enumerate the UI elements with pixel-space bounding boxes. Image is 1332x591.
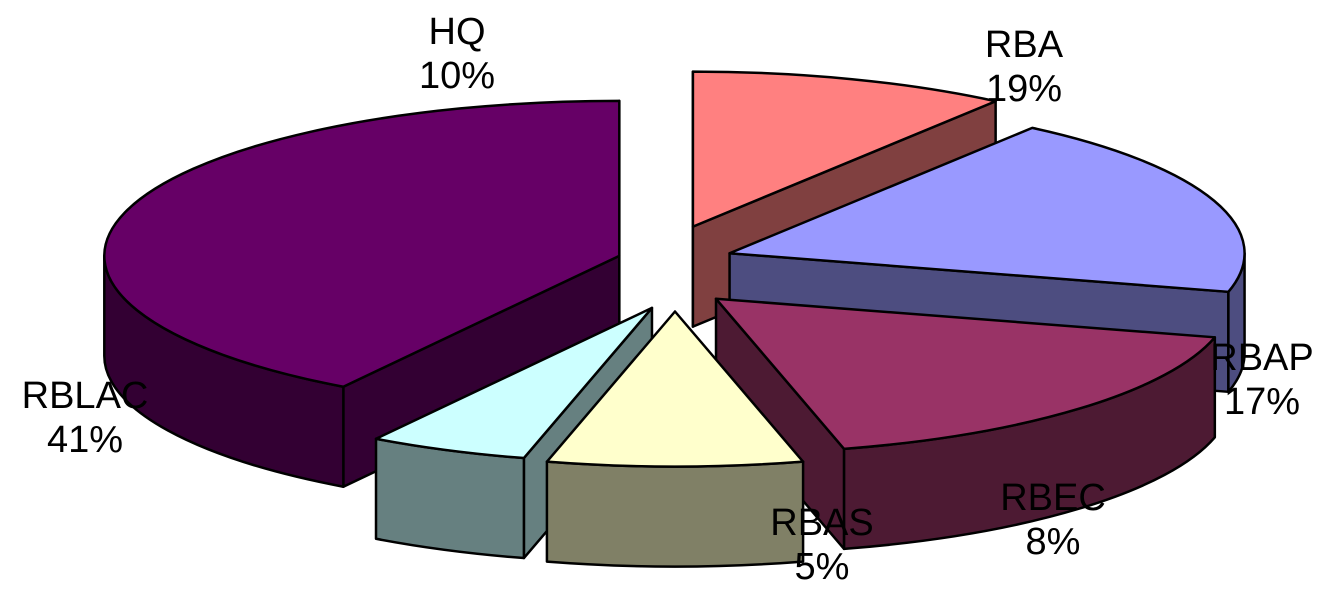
slice-rbap xyxy=(714,297,1217,551)
label-name-rba: RBA xyxy=(985,24,1064,66)
label-name-rbap: RBAP xyxy=(1210,337,1313,379)
label-rba: RBA 19% xyxy=(985,24,1064,110)
label-rbec: RBEC 8% xyxy=(1000,477,1106,563)
label-rbas: RBAS 5% xyxy=(770,502,873,588)
label-hq: HQ 10% xyxy=(419,11,495,97)
label-value-rblac: 41% xyxy=(47,419,123,461)
labels-layer: HQ 10% RBA 19% RBAP 17% RBEC 8% RBAS 5% RBLAC 41% xyxy=(22,11,1314,588)
slices-layer xyxy=(103,70,1246,568)
slice-top-rbas xyxy=(374,306,654,460)
slice-top-rbap xyxy=(714,297,1217,451)
slice-top-rbec xyxy=(545,310,805,468)
slice-top-rba xyxy=(728,126,1246,294)
slice-top-hq xyxy=(691,70,997,228)
label-name-rbas: RBAS xyxy=(770,502,873,544)
label-name-hq: HQ xyxy=(429,11,486,53)
slice-rbec xyxy=(545,310,805,568)
label-name-rbec: RBEC xyxy=(1000,477,1106,519)
label-rblac: RBLAC 41% xyxy=(22,375,149,461)
label-rbap: RBAP 17% xyxy=(1210,337,1313,423)
label-value-rba: 19% xyxy=(986,68,1062,110)
label-value-rbas: 5% xyxy=(795,546,850,588)
label-name-rblac: RBLAC xyxy=(22,375,149,417)
label-value-hq: 10% xyxy=(419,55,495,97)
slice-rim-rbec xyxy=(545,460,805,568)
label-value-rbap: 17% xyxy=(1224,381,1300,423)
slice-top-rblac xyxy=(103,99,621,388)
label-value-rbec: 8% xyxy=(1026,521,1081,563)
